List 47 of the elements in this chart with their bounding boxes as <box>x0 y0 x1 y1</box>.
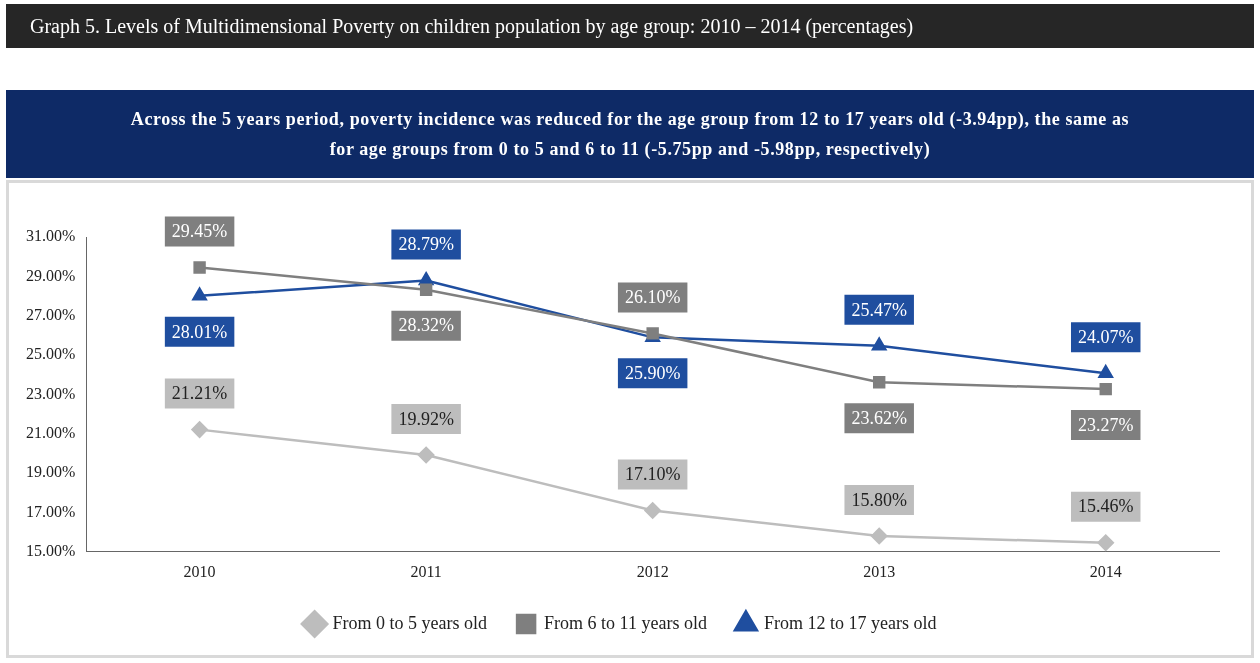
y-tick-label: 23.00% <box>26 384 76 402</box>
data-label: 23.62% <box>851 407 907 428</box>
x-tick-label: 2014 <box>1089 562 1122 580</box>
point <box>417 446 435 464</box>
data-label: 28.79% <box>398 234 454 255</box>
point <box>1098 365 1114 379</box>
legend-label: From 0 to 5 years old <box>332 612 488 633</box>
data-label: 21.21% <box>171 383 228 404</box>
point <box>191 421 208 438</box>
legend-label: From 12 to 17 years old <box>763 612 937 633</box>
x-tick-label: 2013 <box>863 562 896 580</box>
x-tick-label: 2011 <box>410 562 442 580</box>
point <box>1097 534 1114 551</box>
y-tick-label: 15.00% <box>26 542 76 559</box>
point <box>193 261 206 274</box>
y-tick-label: 19.00% <box>26 463 76 481</box>
data-label: 26.10% <box>624 287 681 308</box>
point <box>418 272 434 286</box>
point <box>644 502 661 519</box>
data-label: 17.10% <box>624 464 681 485</box>
data-label: 25.47% <box>851 299 907 320</box>
data-label: 25.90% <box>624 363 681 384</box>
x-tick-label: 2010 <box>183 562 216 580</box>
data-label: 15.46% <box>1077 496 1134 517</box>
data-label: 19.92% <box>398 408 454 429</box>
y-tick-label: 29.00% <box>26 266 76 284</box>
y-tick-label: 17.00% <box>26 502 76 520</box>
point <box>192 287 207 301</box>
y-tick-label: 25.00% <box>26 345 76 363</box>
point <box>1099 382 1112 396</box>
data-label: 24.07% <box>1077 327 1134 348</box>
data-label: 28.32% <box>398 315 454 336</box>
data-label: 28.01% <box>171 321 228 342</box>
data-label: 15.80% <box>851 489 907 510</box>
y-tick-label: 27.00% <box>26 305 76 323</box>
data-label: 29.45% <box>171 221 228 242</box>
chart-subtitle: Across the 5 years period, poverty incidence was reduced for the age group from 12 to 17 years old (-3.94pp), the same as for age groups from 0 to 5 and 6 to 11 (-5.75pp and -5.98pp, respectively) <box>6 90 1254 178</box>
data-label: 23.27% <box>1077 414 1134 435</box>
point <box>870 527 888 545</box>
x-tick-label: 2012 <box>636 562 669 580</box>
point <box>873 376 886 389</box>
chart-title: Graph 5. Levels of Multidimensional Poverty on children population by age group: 2010 – 2014 (percentages) <box>6 4 1254 48</box>
y-tick-label: 31.00% <box>26 227 76 245</box>
y-tick-label: 21.00% <box>26 423 76 441</box>
point <box>871 337 887 351</box>
point <box>419 283 433 296</box>
legend-label: From 6 to 11 years old <box>544 612 707 633</box>
